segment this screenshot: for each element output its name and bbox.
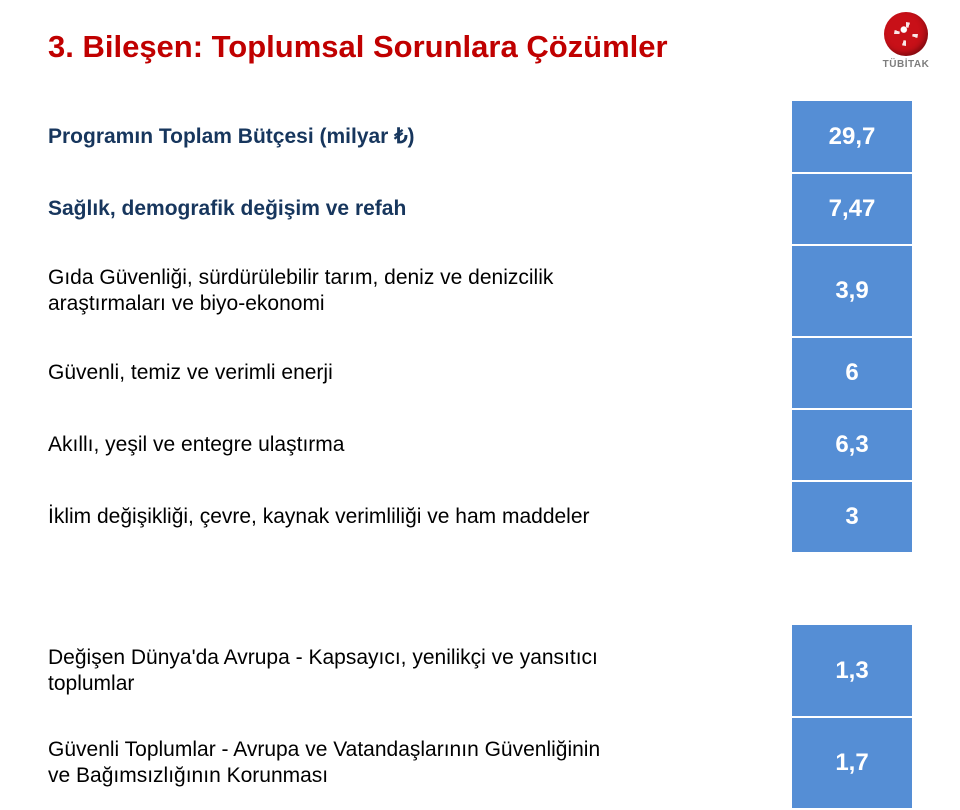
row-label: İklim değişikliği, çevre, kaynak verimli… [48, 481, 792, 553]
table-row: İklim değişikliği, çevre, kaynak verimli… [48, 481, 912, 553]
row-value: 6 [792, 337, 912, 409]
table-row: Gıda Güvenliği, sürdürülebilir tarım, de… [48, 245, 912, 337]
table-row: Programın Toplam Bütçesi (milyar ₺) 29,7 [48, 101, 912, 173]
row-label: Güvenli Toplumlar - Avrupa ve Vatandaşla… [48, 717, 792, 809]
table-row: Sağlık, demografik değişim ve refah 7,47 [48, 173, 912, 245]
row-label: Güvenli, temiz ve verimli enerji [48, 337, 792, 409]
row-label: Değişen Dünya'da Avrupa - Kapsayıcı, yen… [48, 625, 792, 717]
budget-table: Programın Toplam Bütçesi (milyar ₺) 29,7… [48, 101, 912, 810]
table-row: Değişen Dünya'da Avrupa - Kapsayıcı, yen… [48, 625, 912, 717]
row-label: Gıda Güvenliği, sürdürülebilir tarım, de… [48, 245, 792, 337]
row-value: 1,3 [792, 625, 912, 717]
logo: TÜBİTAK [876, 12, 936, 70]
row-value: 7,47 [792, 173, 912, 245]
logo-caption: TÜBİTAK [876, 59, 936, 70]
row-label: Sağlık, demografik değişim ve refah [48, 173, 792, 245]
row-value: 6,3 [792, 409, 912, 481]
table-row: Güvenli Toplumlar - Avrupa ve Vatandaşla… [48, 717, 912, 809]
row-label: Programın Toplam Bütçesi (milyar ₺) [48, 101, 792, 173]
slide: TÜBİTAK 3. Bileşen: Toplumsal Sorunlara … [0, 0, 960, 720]
slide-title: 3. Bileşen: Toplumsal Sorunlara Çözümler [48, 28, 912, 65]
table-gap [48, 553, 912, 625]
row-label: Akıllı, yeşil ve entegre ulaştırma [48, 409, 792, 481]
row-value: 1,7 [792, 717, 912, 809]
row-value: 29,7 [792, 101, 912, 173]
table-row: Akıllı, yeşil ve entegre ulaştırma 6,3 [48, 409, 912, 481]
row-value: 3,9 [792, 245, 912, 337]
row-value: 3 [792, 481, 912, 553]
tubitak-logo-icon [884, 12, 928, 56]
table-row: Güvenli, temiz ve verimli enerji 6 [48, 337, 912, 409]
